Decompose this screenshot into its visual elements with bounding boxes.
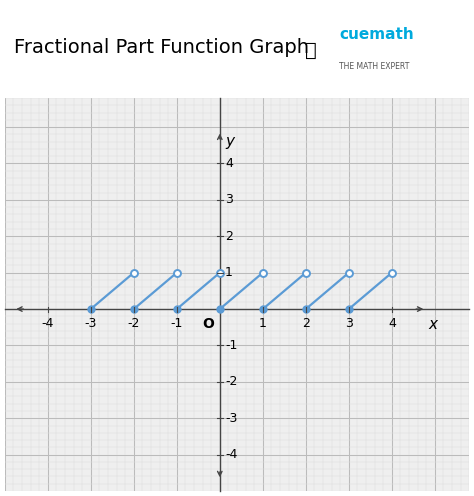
Text: y: y (225, 134, 234, 149)
Text: 3: 3 (225, 193, 233, 206)
Text: Fractional Part Function Graph: Fractional Part Function Graph (14, 38, 309, 57)
Text: -2: -2 (128, 317, 140, 330)
Text: 1: 1 (225, 266, 233, 279)
Text: 🚀: 🚀 (305, 41, 317, 60)
Text: 1: 1 (259, 317, 267, 330)
Text: -1: -1 (171, 317, 183, 330)
Text: x: x (428, 317, 438, 332)
Text: -4: -4 (225, 448, 237, 461)
Text: cuemath: cuemath (339, 27, 414, 42)
Text: -1: -1 (225, 339, 237, 352)
Text: -3: -3 (225, 412, 237, 425)
Text: 4: 4 (388, 317, 396, 330)
Text: 3: 3 (345, 317, 353, 330)
Text: -4: -4 (42, 317, 54, 330)
Text: 2: 2 (225, 230, 233, 243)
Text: -3: -3 (84, 317, 97, 330)
Text: 2: 2 (302, 317, 310, 330)
Text: -2: -2 (225, 375, 237, 388)
Text: THE MATH EXPERT: THE MATH EXPERT (339, 62, 410, 71)
Text: O: O (202, 317, 214, 331)
Text: 4: 4 (225, 157, 233, 170)
